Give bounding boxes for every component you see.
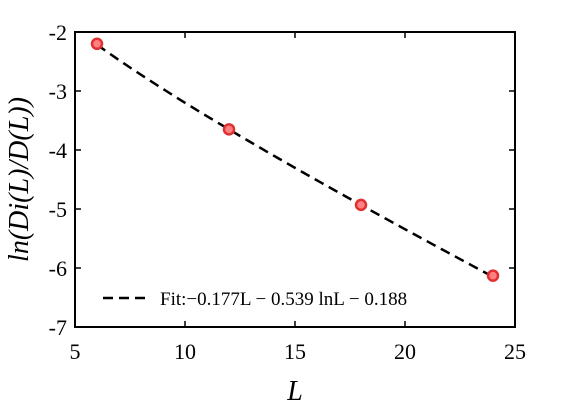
y-tick-label: -5 xyxy=(49,197,67,222)
ticks xyxy=(74,31,516,328)
data-point xyxy=(486,269,500,282)
y-tick-label: -3 xyxy=(49,79,67,104)
x-tick-label: 10 xyxy=(174,339,196,364)
x-tick-label: 25 xyxy=(504,339,526,364)
x-tick-label: 15 xyxy=(284,339,306,364)
data-point xyxy=(222,123,236,136)
x-tick-label: 5 xyxy=(70,339,81,364)
data-point xyxy=(354,198,368,212)
y-tick-label: -7 xyxy=(49,315,67,340)
y-tick-label: -6 xyxy=(49,256,67,281)
fit-line xyxy=(96,43,494,278)
data-points xyxy=(90,37,500,282)
x-axis-label: L xyxy=(286,376,303,407)
legend: Fit:−0.177L − 0.539 lnL − 0.188 xyxy=(103,289,407,310)
data-point xyxy=(90,37,104,51)
x-tick-label: 20 xyxy=(394,339,416,364)
y-tick-label: -2 xyxy=(49,20,67,45)
legend-fit-label: Fit:−0.177L − 0.539 lnL − 0.188 xyxy=(160,289,407,310)
tick-labels: 5 10 15 20 25 -2 -3 -4 -5 -6 -7 xyxy=(49,20,526,364)
y-axis-label: ln(Di(L)/D(L)) xyxy=(4,97,35,262)
y-tick-label: -4 xyxy=(49,138,67,163)
